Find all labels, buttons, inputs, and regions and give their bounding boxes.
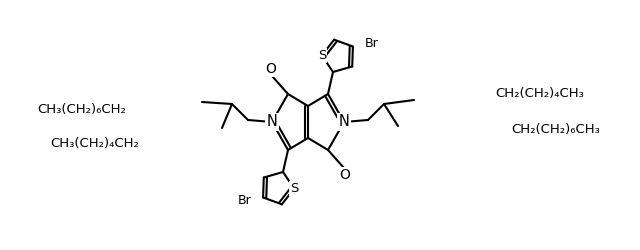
- Text: S: S: [290, 182, 298, 195]
- Text: CH₂(CH₂)₄CH₃: CH₂(CH₂)₄CH₃: [495, 88, 584, 101]
- Text: O: O: [340, 168, 351, 182]
- Text: S: S: [317, 49, 326, 62]
- Text: CH₂(CH₂)₆CH₃: CH₂(CH₂)₆CH₃: [511, 124, 600, 136]
- Text: Br: Br: [237, 194, 251, 207]
- Text: CH₃(CH₂)₄CH₂: CH₃(CH₂)₄CH₂: [51, 138, 140, 150]
- Text: CH₃(CH₂)₆CH₂: CH₃(CH₂)₆CH₂: [38, 104, 127, 117]
- Text: Br: Br: [365, 37, 379, 50]
- Text: O: O: [266, 62, 276, 76]
- Text: N: N: [339, 114, 349, 130]
- Text: N: N: [267, 114, 277, 130]
